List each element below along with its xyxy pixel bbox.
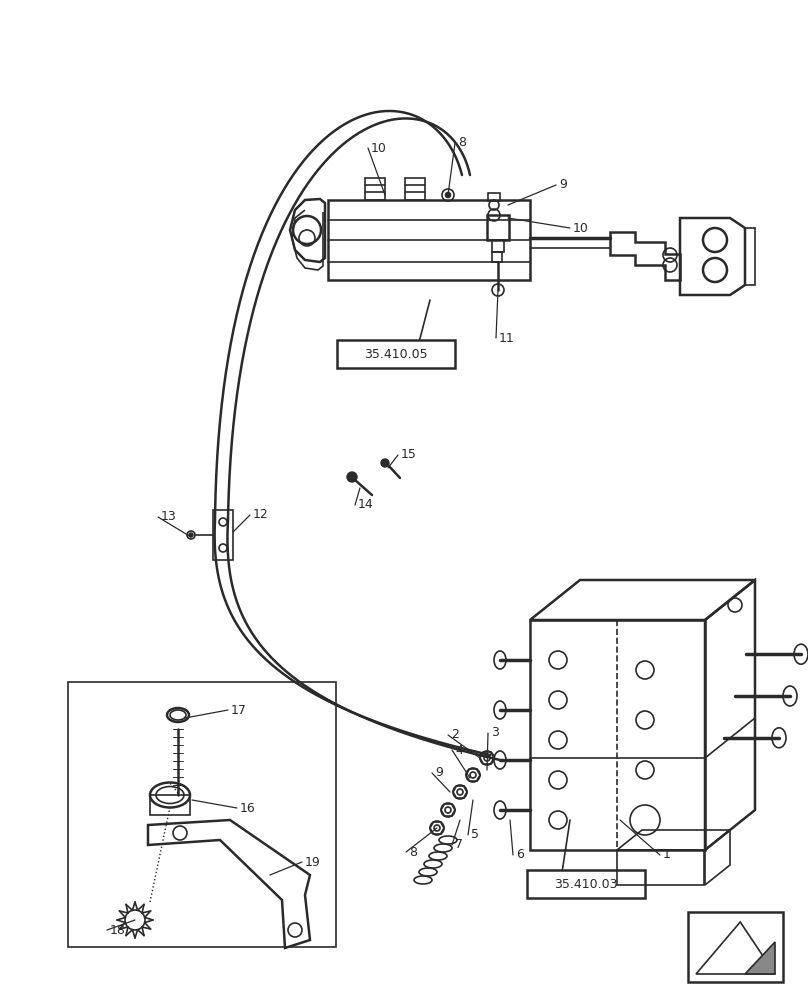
Text: 15: 15 (401, 448, 417, 462)
Bar (150, 795, 190, 815)
Text: 10: 10 (371, 141, 387, 154)
Bar (337, 340, 455, 368)
Text: 3: 3 (491, 726, 499, 740)
Text: 1: 1 (663, 848, 671, 861)
Bar (527, 870, 645, 898)
Bar (405, 178, 425, 200)
Bar (487, 215, 509, 240)
Bar (530, 620, 705, 850)
Bar (492, 240, 504, 252)
Text: 8: 8 (409, 846, 417, 858)
Bar (688, 912, 783, 982)
Text: 12: 12 (253, 508, 269, 522)
Text: 10: 10 (573, 222, 589, 234)
Bar (488, 193, 500, 201)
Text: 5: 5 (471, 828, 479, 842)
Text: 4: 4 (455, 744, 463, 756)
Bar (213, 510, 233, 560)
Text: 35.410.05: 35.410.05 (364, 348, 427, 360)
Text: 13: 13 (161, 510, 177, 524)
Text: 17: 17 (231, 704, 247, 716)
Text: 14: 14 (358, 498, 374, 512)
Text: 35.410.03: 35.410.03 (554, 878, 618, 890)
Polygon shape (745, 942, 775, 974)
Text: 2: 2 (451, 728, 459, 742)
Bar (492, 252, 502, 262)
Bar (68, 682, 336, 947)
Text: 9: 9 (559, 178, 567, 192)
Text: 11: 11 (499, 332, 515, 344)
Text: 19: 19 (305, 856, 321, 868)
Text: 9: 9 (435, 766, 443, 780)
Circle shape (445, 192, 451, 198)
Text: 6: 6 (516, 848, 524, 861)
Circle shape (381, 459, 389, 467)
Circle shape (347, 472, 357, 482)
Bar (365, 178, 385, 200)
Text: 8: 8 (458, 136, 466, 149)
Bar (617, 850, 704, 885)
Text: 18: 18 (110, 924, 126, 936)
Text: 16: 16 (240, 802, 256, 814)
Bar (328, 200, 530, 280)
Text: 7: 7 (455, 838, 463, 852)
Circle shape (189, 533, 193, 537)
